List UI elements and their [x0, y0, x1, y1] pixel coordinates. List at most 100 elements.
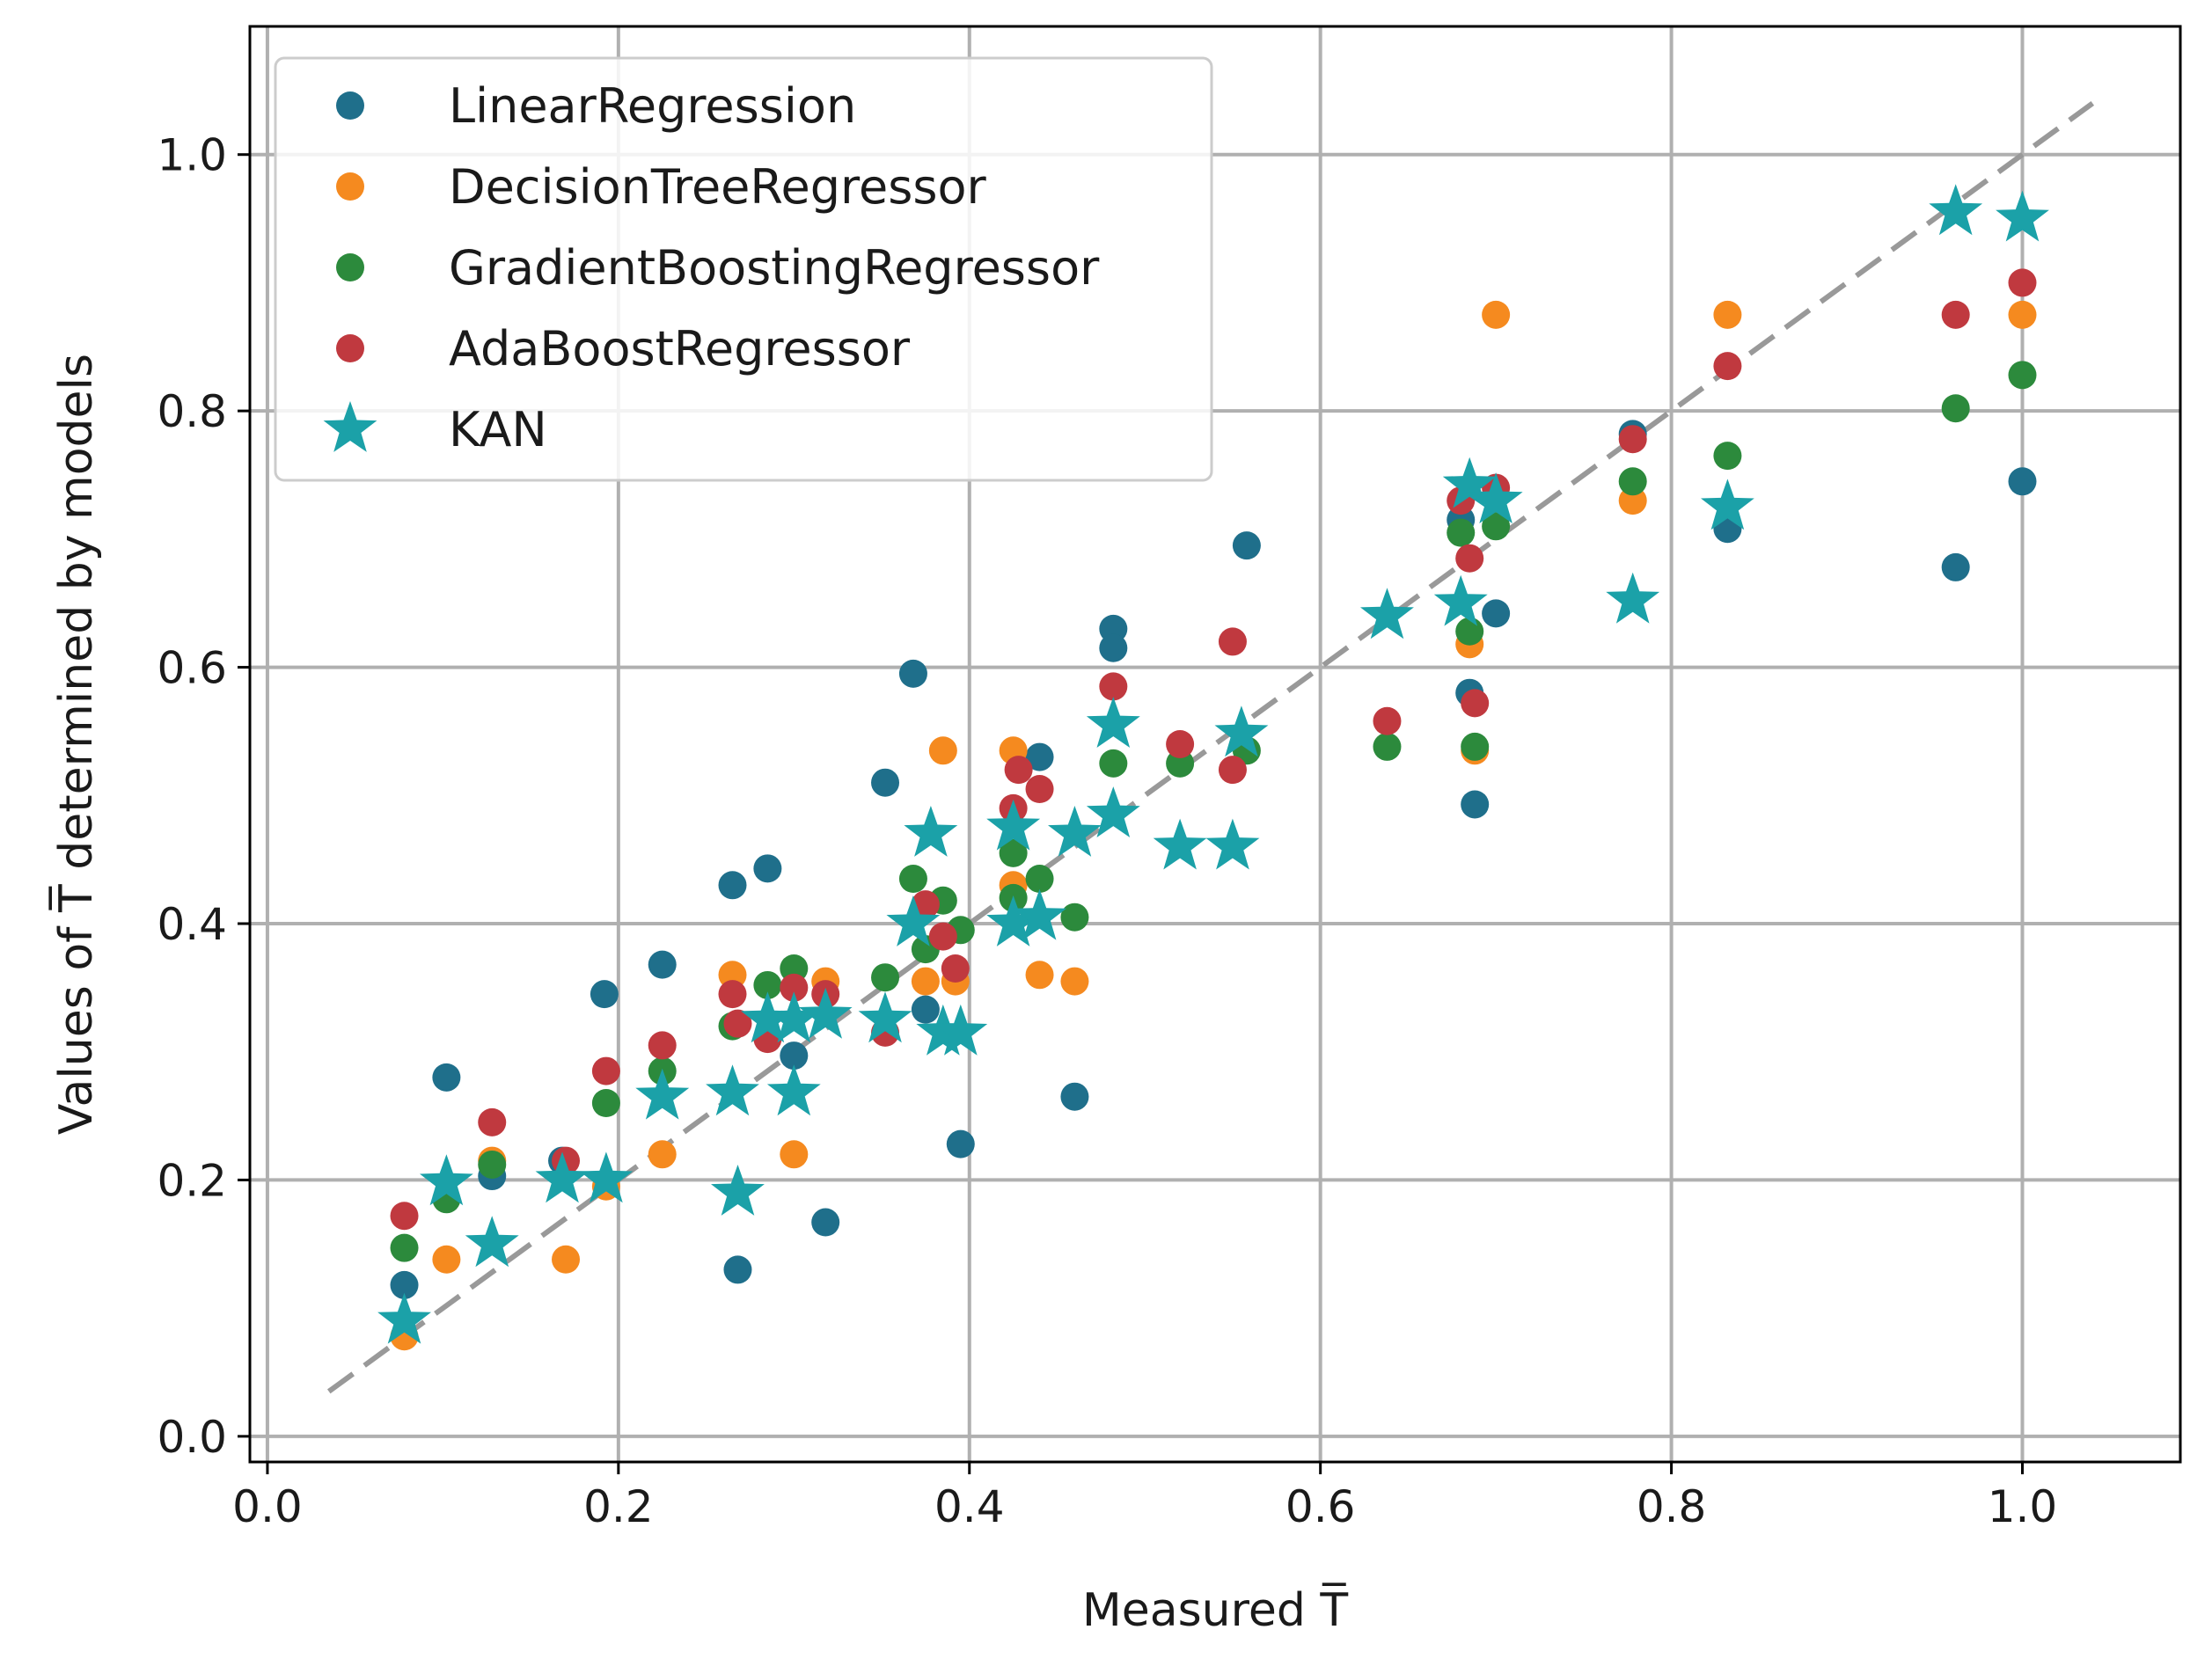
point-adaboostregressor [591, 1056, 620, 1085]
legend-label-linearregression: LinearRegression [449, 78, 856, 134]
point-linearregression [723, 1255, 752, 1284]
point-adaboostregressor [1166, 730, 1195, 758]
point-gradientboostingregressor [1099, 749, 1128, 778]
point-kan [1086, 786, 1140, 837]
point-linearregression [753, 854, 782, 883]
point-adaboostregressor [1004, 756, 1033, 785]
legend-label-adaboostregressor: AdaBoostRegressor [449, 321, 911, 376]
point-kan [741, 991, 795, 1043]
x-tick-label: 1.0 [1988, 1481, 2058, 1532]
point-decisiontreeregressor [718, 961, 747, 990]
point-adaboostregressor [1218, 627, 1247, 656]
point-decisiontreeregressor [432, 1245, 461, 1274]
point-gradientboostingregressor [898, 865, 927, 893]
legend-marker-linearregression [336, 91, 364, 120]
point-kan [377, 1292, 431, 1344]
y-tick-label: 1.0 [157, 130, 227, 181]
point-linearregression [898, 659, 927, 688]
point-decisiontreeregressor [928, 736, 957, 765]
point-gradientboostingregressor [1166, 749, 1195, 778]
point-gradientboostingregressor [478, 1150, 507, 1179]
point-kan [579, 1151, 634, 1203]
point-kan [904, 806, 958, 857]
point-decisiontreeregressor [911, 967, 940, 996]
point-linearregression [1060, 1082, 1089, 1111]
point-linearregression [1461, 790, 1490, 819]
point-kan [1048, 806, 1102, 857]
point-adaboostregressor [1941, 300, 1970, 329]
data-points [377, 184, 2049, 1351]
point-linearregression [718, 871, 747, 900]
series-kan [377, 184, 2049, 1344]
point-adaboostregressor [1373, 706, 1402, 735]
point-kan [766, 991, 821, 1043]
point-gradientboostingregressor [1461, 732, 1490, 761]
point-gradientboostingregressor [1941, 394, 1970, 423]
point-adaboostregressor [1025, 775, 1054, 803]
y-tick-label: 0.0 [157, 1412, 227, 1463]
point-kan [886, 895, 941, 946]
y-tick-label: 0.8 [157, 386, 227, 437]
point-adaboostregressor [648, 1031, 677, 1060]
point-gradientboostingregressor [753, 970, 782, 999]
legend-label-gradientboostingregressor: GradientBoostingRegressor [449, 240, 1100, 296]
legend-marker-adaboostregressor [336, 334, 364, 362]
point-decisiontreeregressor [1025, 961, 1054, 990]
point-kan [1433, 574, 1488, 626]
point-decisiontreeregressor [1713, 300, 1742, 329]
legend-label-kan: KAN [449, 402, 547, 457]
point-gradientboostingregressor [1060, 903, 1089, 932]
point-linearregression [780, 1041, 809, 1071]
point-linearregression [390, 1270, 419, 1299]
point-decisiontreeregressor [1060, 967, 1089, 996]
point-gradientboostingregressor [1618, 467, 1647, 496]
point-gradientboostingregressor [1447, 518, 1476, 547]
point-kan [1360, 588, 1414, 639]
point-kan [1996, 190, 2049, 242]
point-adaboostregressor [390, 1202, 419, 1231]
point-kan [1606, 572, 1660, 624]
point-gradientboostingregressor [591, 1089, 620, 1117]
point-linearregression [1099, 614, 1128, 643]
legend: LinearRegression DecisionTreeRegressor Gra… [274, 56, 1213, 482]
point-kan [706, 1064, 759, 1116]
point-linearregression [871, 768, 900, 797]
point-adaboostregressor [941, 954, 970, 983]
point-gradientboostingregressor [999, 838, 1028, 867]
point-linearregression [811, 1208, 840, 1237]
legend-marker-gradientboostingregressor [336, 253, 364, 281]
point-linearregression [1941, 552, 1970, 581]
point-kan [1205, 818, 1260, 870]
point-decisiontreeregressor [780, 1140, 809, 1169]
point-linearregression [1025, 742, 1054, 771]
x-axis-label: Measured T̅ [1082, 1582, 1349, 1637]
point-linearregression [911, 995, 940, 1024]
point-adaboostregressor [1099, 672, 1128, 701]
point-kan [1214, 705, 1269, 757]
point-adaboostregressor [2008, 268, 2037, 297]
y-tick-label: 0.4 [157, 899, 227, 950]
legend-marker-kan [323, 401, 377, 452]
point-kan [986, 895, 1041, 946]
point-linearregression [946, 1129, 975, 1158]
point-adaboostregressor [718, 980, 747, 1009]
point-kan [635, 1068, 690, 1120]
plot-frame [248, 25, 2182, 1464]
point-kan [1153, 818, 1207, 870]
x-tick-label: 0.0 [232, 1481, 303, 1532]
point-kan [766, 1064, 821, 1116]
point-gradientboostingregressor [780, 954, 809, 983]
point-gradientboostingregressor [1373, 732, 1402, 761]
point-kan [934, 1004, 988, 1056]
point-kan [1469, 472, 1523, 523]
point-kan [420, 1154, 473, 1206]
y-tick-label: 0.2 [157, 1155, 227, 1206]
point-adaboostregressor [1218, 756, 1247, 785]
point-kan [1929, 184, 1983, 236]
legend-label-decisiontreeregressor: DecisionTreeRegressor [449, 159, 987, 215]
point-linearregression [648, 950, 677, 979]
point-kan [535, 1151, 590, 1203]
point-kan [711, 1165, 765, 1216]
point-linearregression [2008, 467, 2037, 496]
